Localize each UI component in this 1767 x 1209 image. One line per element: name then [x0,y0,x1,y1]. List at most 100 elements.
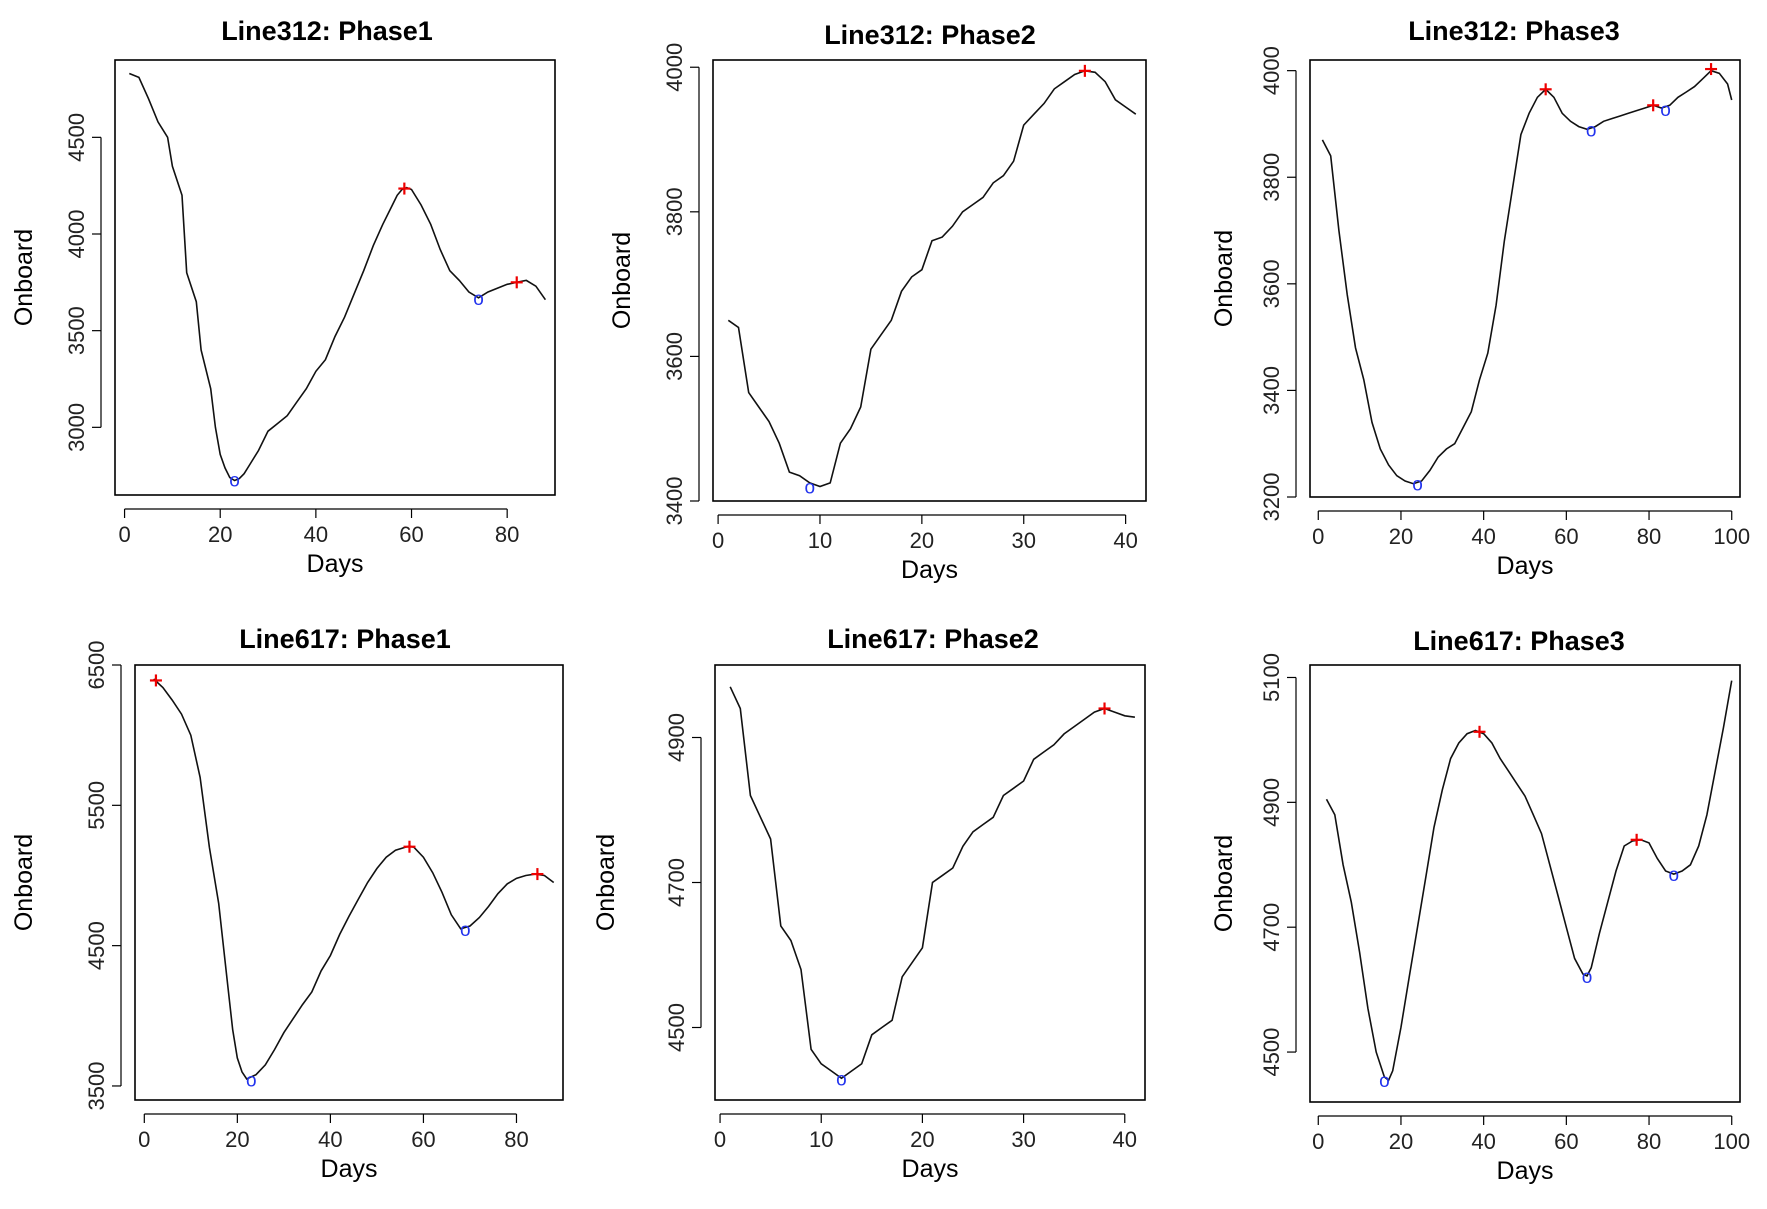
panel-title-line617-phase2: Line617: Phase2 [827,624,1039,654]
panel-4-x-tick-label-20: 20 [225,1127,249,1152]
panel-1-x-tick-label-20: 20 [208,522,232,547]
panel-3-y-tick-label-3600: 3600 [1259,259,1284,308]
panel-4-plot-frame [134,664,564,1101]
panel-6-valley-marker-2: o [1582,967,1593,988]
panel-title-line312-phase1: Line312: Phase1 [221,16,433,46]
panel-2-y-tick-label-4000: 4000 [662,43,687,92]
panel-1-series-line-1 [128,72,547,482]
panel-5-plot-frame [714,664,1146,1101]
panel-4-valley-marker-2: o [460,920,471,941]
panel-1-y-tick-label-4500: 4500 [64,113,89,162]
panel-3-x-axis-label: Days [1497,552,1554,580]
panel-1-y-tick-label-4000: 4000 [64,210,89,259]
panel-2-y-tick-label-3600: 3600 [662,332,687,381]
panel-2-x-tick-label-10: 10 [808,528,832,553]
panel-3-plot-frame [1309,59,1741,498]
panel-3-valley-marker-3: o [1660,100,1671,121]
panel-3-x-tick-label-60: 60 [1554,524,1578,549]
panel-6-x-tick-label-40: 40 [1471,1129,1495,1154]
panel-3-x-tick-label-40: 40 [1471,524,1495,549]
panel-2-x-tick-label-40: 40 [1113,528,1137,553]
panel-5-x-tick-label-40: 40 [1113,1127,1137,1152]
panel-5-x-tick-label-0: 0 [714,1127,726,1152]
panel-1-x-tick-label-80: 80 [495,522,519,547]
panel-6-y-tick-label-4500: 4500 [1259,1028,1284,1077]
panel-2-x-tick-label-30: 30 [1011,528,1035,553]
panel-2-x-axis-label: Days [901,556,958,584]
panel-4-x-axis-label: Days [321,1155,378,1183]
panel-5-y-tick-label-4700: 4700 [664,858,689,907]
panel-3-y-tick-label-3200: 3200 [1259,473,1284,522]
panel-2-y-tick-label-3800: 3800 [662,187,687,236]
panel-4-series-line-1 [153,678,555,1081]
panel-1-valley-marker-1: o [229,471,240,492]
panel-1-x-axis-label: Days [307,550,364,578]
panel-1-y-axis-label: Onboard [10,229,38,326]
panel-6-y-axis-label: Onboard [1210,835,1238,932]
panel-3-y-tick-label-3800: 3800 [1259,153,1284,202]
panel-1-x-tick-label-40: 40 [304,522,328,547]
panel-5-series-line-1 [729,686,1136,1080]
panel-4-y-axis-label: Onboard [10,834,38,931]
panel-4-x-tick-label-0: 0 [138,1127,150,1152]
panel-3-y-tick-label-3400: 3400 [1259,366,1284,415]
panel-6-x-axis-label: Days [1497,1157,1554,1185]
panel-1-x-tick-label-0: 0 [118,522,130,547]
panel-4-y-tick-label-6500: 6500 [84,641,109,690]
panel-3-x-tick-label-100: 100 [1713,524,1750,549]
panel-6-x-tick-label-0: 0 [1312,1129,1324,1154]
panel-4-y-tick-label-3500: 3500 [84,1061,109,1110]
panel-6-y-tick-label-4900: 4900 [1259,778,1284,827]
panel-5-y-tick-label-4500: 4500 [664,1003,689,1052]
panel-5-x-axis-label: Days [902,1155,959,1183]
panel-1-plot-frame [114,59,556,496]
panel-1-x-tick-label-60: 60 [399,522,423,547]
panel-5-x-tick-label-20: 20 [910,1127,934,1152]
panel-4-y-tick-label-4500: 4500 [84,921,109,970]
panel-4-x-tick-label-40: 40 [318,1127,342,1152]
panel-6-plot-frame [1309,664,1741,1103]
panel-2-y-axis-label: Onboard [608,232,636,329]
panel-5-x-tick-label-30: 30 [1011,1127,1035,1152]
panel-2-plot-frame [712,59,1147,502]
panel-5-x-tick-label-10: 10 [809,1127,833,1152]
panel-2-x-tick-label-0: 0 [712,528,724,553]
panel-3-x-tick-label-80: 80 [1637,524,1661,549]
panel-3-y-tick-label-4000: 4000 [1259,46,1284,95]
panel-3-y-axis-label: Onboard [1210,230,1238,327]
panel-4-valley-marker-1: o [246,1071,257,1092]
panel-1-y-tick-label-3500: 3500 [64,306,89,355]
panel-6-x-tick-label-20: 20 [1389,1129,1413,1154]
panel-6-valley-marker-1: o [1379,1071,1390,1092]
panel-6-y-tick-label-5100: 5100 [1259,653,1284,702]
panel-3-series-line-1 [1321,69,1733,485]
panel-4-x-tick-label-60: 60 [411,1127,435,1152]
panel-2-valley-marker-1: o [804,478,815,499]
panel-3-x-tick-label-0: 0 [1312,524,1324,549]
panel-6-y-tick-label-4700: 4700 [1259,903,1284,952]
panel-6-x-tick-label-80: 80 [1637,1129,1661,1154]
panel-2-y-tick-label-3400: 3400 [662,477,687,526]
panel-1-y-tick-label-3000: 3000 [64,403,89,452]
panel-3-x-tick-label-20: 20 [1389,524,1413,549]
panel-title-line617-phase3: Line617: Phase3 [1413,626,1625,656]
panel-title-line617-phase1: Line617: Phase1 [239,624,451,654]
panel-title-line312-phase2: Line312: Phase2 [824,20,1036,50]
panel-3-valley-marker-1: o [1412,475,1423,496]
panel-6-valley-marker-3: o [1669,865,1680,886]
panel-6-x-tick-label-100: 100 [1713,1129,1750,1154]
panel-4-y-tick-label-5500: 5500 [84,781,109,830]
panel-title-line312-phase3: Line312: Phase3 [1408,16,1620,46]
panel-4-x-tick-label-80: 80 [504,1127,528,1152]
panel-2-x-tick-label-20: 20 [910,528,934,553]
panel-5-valley-marker-1: o [836,1069,847,1090]
panel-3-valley-marker-2: o [1586,120,1597,141]
panel-1-valley-marker-2: o [473,289,484,310]
panel-2-series-line-1 [727,69,1137,488]
panel-6-series-line-1 [1325,680,1733,1082]
panel-6-x-tick-label-60: 60 [1554,1129,1578,1154]
panel-5-y-axis-label: Onboard [592,834,620,931]
panel-5-y-tick-label-4900: 4900 [664,713,689,762]
